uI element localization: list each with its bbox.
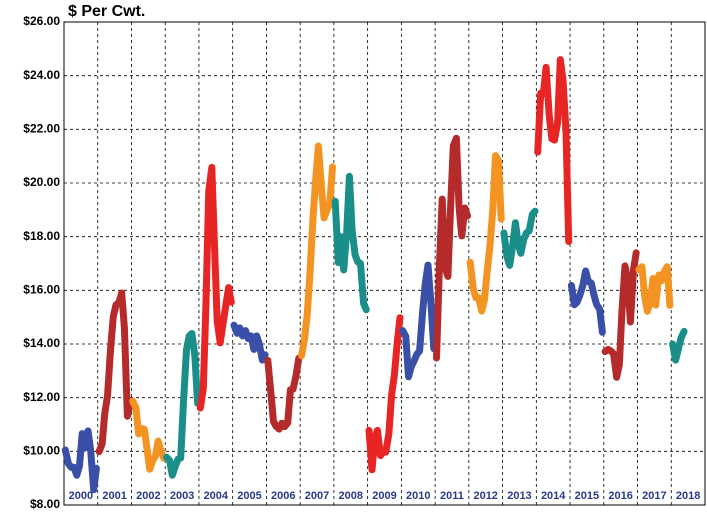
line-segment	[331, 172, 370, 314]
line-segment	[163, 330, 202, 479]
y-tick-label: $22.00	[23, 122, 60, 136]
y-tick-label: $26.00	[23, 14, 60, 28]
x-tick-label: 2005	[237, 490, 261, 502]
x-tick-label: 2001	[102, 490, 126, 502]
line-segment	[466, 152, 505, 315]
x-tick-label: 2016	[608, 490, 632, 502]
y-tick-label: $8.00	[30, 497, 60, 511]
chart-title: $ Per Cwt.	[68, 3, 145, 20]
line-segment	[601, 249, 640, 381]
line-segment	[196, 163, 235, 412]
y-tick-label: $24.00	[23, 68, 60, 82]
x-tick-label: 2013	[507, 490, 531, 502]
x-tick-label: 2003	[170, 490, 194, 502]
x-tick-label: 2004	[204, 490, 229, 502]
x-tick-label: 2017	[642, 490, 666, 502]
line-segment	[61, 427, 100, 494]
x-tick-label: 2009	[372, 490, 396, 502]
x-tick-label: 2014	[541, 490, 566, 502]
line-segment	[399, 261, 438, 381]
y-tick-label: $18.00	[23, 229, 60, 243]
x-tick-label: 2000	[69, 490, 93, 502]
line-segment	[669, 327, 688, 364]
line-segment	[567, 267, 606, 336]
x-tick-label: 2006	[271, 490, 295, 502]
x-tick-label: 2010	[406, 490, 430, 502]
plot-area	[63, 21, 706, 506]
x-tick-label: 2018	[676, 490, 700, 502]
line-segment	[635, 263, 674, 315]
x-tick-label: 2008	[339, 490, 363, 502]
line-segment	[129, 397, 168, 473]
line-segment	[534, 56, 573, 245]
x-tick-label: 2011	[440, 490, 464, 502]
line-segment	[365, 314, 404, 474]
y-tick-label: $14.00	[23, 336, 60, 350]
line-segment	[264, 354, 303, 433]
x-tick-label: 2007	[305, 490, 329, 502]
x-tick-label: 2012	[473, 490, 497, 502]
x-tick-label: 2002	[136, 490, 160, 502]
line-segment	[433, 134, 471, 362]
y-tick-label: $16.00	[23, 283, 60, 297]
x-tick-label: 2015	[575, 490, 599, 502]
line-segment	[95, 289, 134, 456]
y-tick-label: $20.00	[23, 175, 60, 189]
line-segment	[500, 207, 539, 269]
line-segment	[298, 142, 336, 360]
y-tick-label: $12.00	[23, 390, 60, 404]
line-segment	[230, 321, 269, 364]
y-tick-label: $10.00	[23, 444, 60, 458]
